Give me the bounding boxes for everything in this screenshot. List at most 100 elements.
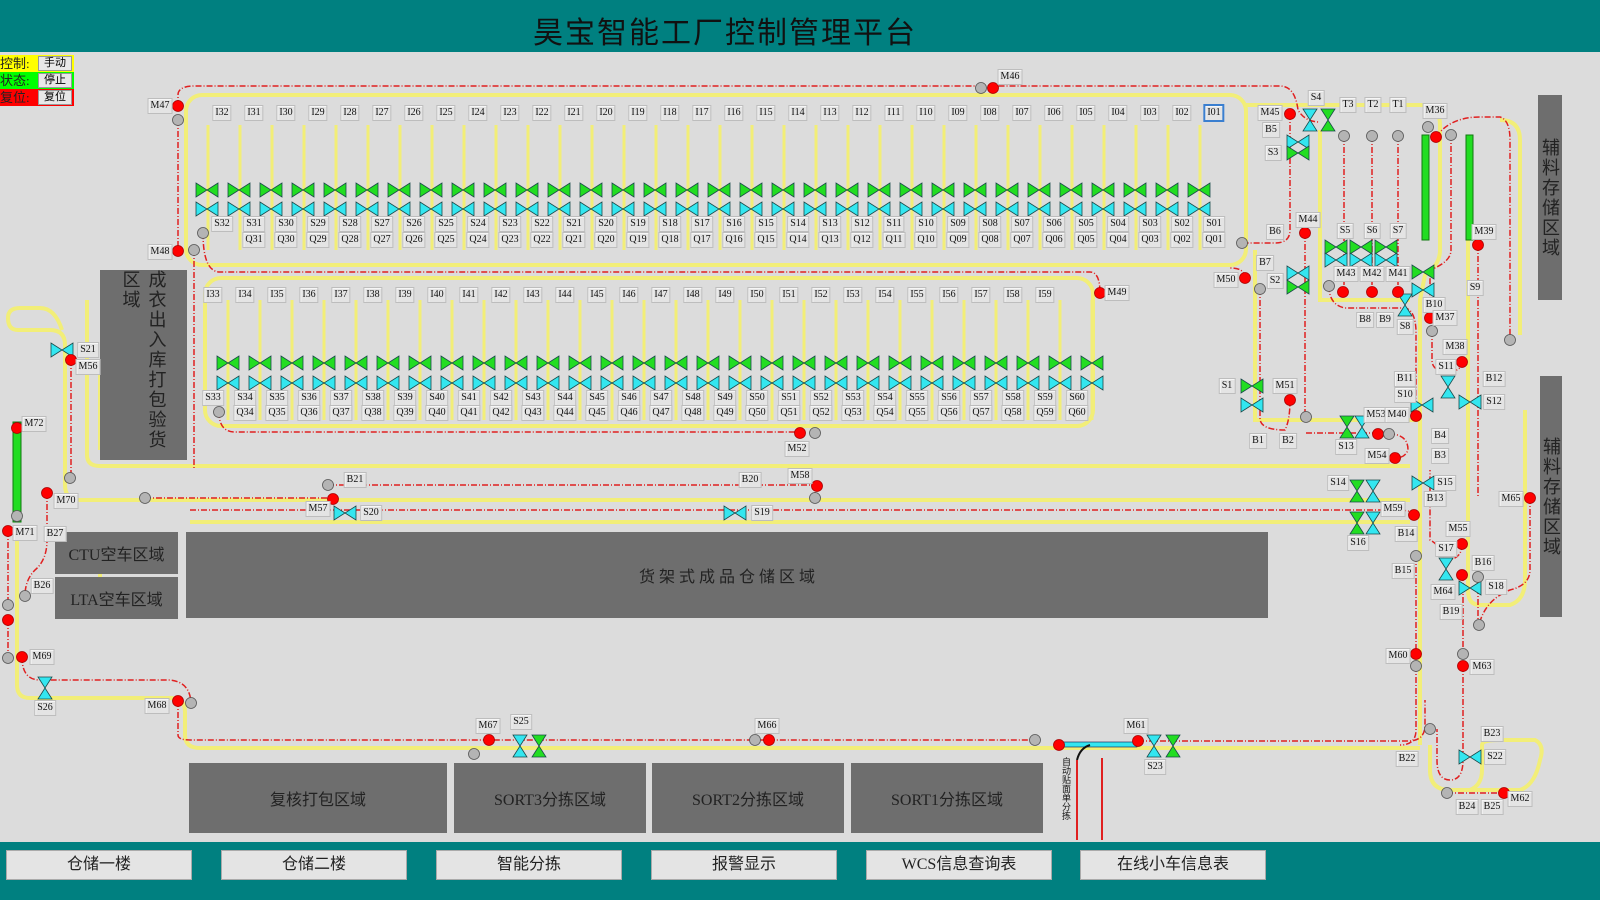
equipment-tag[interactable]: Q26 — [402, 232, 426, 248]
equipment-tag[interactable]: M42 — [1359, 266, 1385, 282]
sensor-indicator-icon[interactable] — [1254, 283, 1266, 295]
equipment-tag[interactable]: M59 — [1380, 501, 1406, 517]
equipment-tag[interactable]: Q20 — [594, 232, 618, 248]
equipment-tag[interactable]: Q15 — [754, 232, 778, 248]
sensor-indicator-icon[interactable] — [11, 510, 23, 522]
valve-icon[interactable] — [472, 355, 496, 371]
equipment-tag[interactable]: S20 — [360, 505, 382, 521]
valve-icon[interactable] — [867, 182, 891, 198]
equipment-tag[interactable]: M49 — [1104, 285, 1130, 301]
sensor-indicator-icon[interactable] — [1473, 619, 1485, 631]
equipment-tag[interactable]: S03 — [1139, 216, 1161, 232]
valve-icon[interactable] — [824, 375, 848, 391]
motor-indicator-icon[interactable] — [1337, 286, 1349, 298]
valve-icon[interactable] — [259, 182, 283, 198]
valve-icon[interactable] — [1339, 415, 1355, 439]
valve-icon[interactable] — [291, 201, 315, 217]
valve-icon[interactable] — [1349, 479, 1365, 503]
motor-indicator-icon[interactable] — [1430, 131, 1442, 143]
equipment-tag[interactable]: B27 — [43, 526, 67, 542]
sensor-indicator-icon[interactable] — [64, 472, 76, 484]
valve-icon[interactable] — [696, 375, 720, 391]
valve-icon[interactable] — [632, 355, 656, 371]
equipment-tag[interactable]: Q44 — [553, 405, 577, 421]
sensor-indicator-icon[interactable] — [1424, 723, 1436, 735]
sensor-indicator-icon[interactable] — [1300, 411, 1312, 423]
valve-icon[interactable] — [803, 201, 827, 217]
motor-indicator-icon[interactable] — [1410, 648, 1422, 660]
valve-icon[interactable] — [504, 355, 528, 371]
reset-button[interactable]: 复位 — [38, 90, 72, 105]
equipment-tag[interactable]: S21 — [563, 216, 585, 232]
valve-icon[interactable] — [1320, 108, 1336, 132]
valve-icon[interactable] — [216, 375, 240, 391]
sensor-indicator-icon[interactable] — [1445, 129, 1457, 141]
valve-icon[interactable] — [792, 355, 816, 371]
equipment-tag[interactable]: Q57 — [969, 405, 993, 421]
valve-icon[interactable] — [1324, 252, 1348, 268]
equipment-tag[interactable]: S11 — [1435, 359, 1457, 375]
equipment-tag[interactable]: I42 — [491, 287, 511, 303]
equipment-tag[interactable]: M43 — [1333, 266, 1359, 282]
sensor-indicator-icon[interactable] — [2, 599, 14, 611]
valve-icon[interactable] — [355, 201, 379, 217]
equipment-tag[interactable]: S19 — [751, 505, 773, 521]
motor-indicator-icon[interactable] — [1410, 410, 1422, 422]
equipment-tag[interactable]: B14 — [1394, 526, 1418, 542]
equipment-tag[interactable]: S36 — [298, 390, 320, 406]
equipment-tag[interactable]: I45 — [587, 287, 607, 303]
valve-icon[interactable] — [515, 201, 539, 217]
valve-icon[interactable] — [1349, 239, 1373, 255]
equipment-tag[interactable]: M36 — [1422, 103, 1448, 119]
equipment-tag[interactable]: I09 — [948, 105, 968, 121]
valve-icon[interactable] — [632, 375, 656, 391]
sensor-indicator-icon[interactable] — [197, 227, 209, 239]
valve-icon[interactable] — [355, 182, 379, 198]
nav-warehouse-floor2[interactable]: 仓储二楼 — [221, 850, 407, 880]
equipment-tag[interactable]: S58 — [1002, 390, 1024, 406]
equipment-tag[interactable]: S37 — [330, 390, 352, 406]
equipment-tag[interactable]: I01 — [1203, 104, 1225, 122]
equipment-tag[interactable]: I03 — [1140, 105, 1160, 121]
equipment-tag[interactable]: Q49 — [713, 405, 737, 421]
equipment-tag[interactable]: I15 — [756, 105, 776, 121]
equipment-tag[interactable]: M71 — [12, 525, 38, 541]
valve-icon[interactable] — [1165, 734, 1181, 758]
equipment-tag[interactable]: Q19 — [626, 232, 650, 248]
equipment-tag[interactable]: I04 — [1108, 105, 1128, 121]
sensor-indicator-icon[interactable] — [1392, 130, 1404, 142]
motor-indicator-icon[interactable] — [1456, 356, 1468, 368]
valve-icon[interactable] — [280, 355, 304, 371]
equipment-tag[interactable]: Q54 — [873, 405, 897, 421]
motor-indicator-icon[interactable] — [1457, 660, 1469, 672]
valve-icon[interactable] — [1016, 355, 1040, 371]
motor-indicator-icon[interactable] — [172, 695, 184, 707]
equipment-tag[interactable]: Q22 — [530, 232, 554, 248]
equipment-tag[interactable]: S29 — [307, 216, 329, 232]
valve-icon[interactable] — [643, 182, 667, 198]
equipment-tag[interactable]: I17 — [692, 105, 712, 121]
valve-icon[interactable] — [600, 355, 624, 371]
motor-indicator-icon[interactable] — [2, 614, 14, 626]
equipment-tag[interactable]: I38 — [363, 287, 383, 303]
equipment-tag[interactable]: I47 — [651, 287, 671, 303]
equipment-tag[interactable]: Q17 — [690, 232, 714, 248]
zone-aux-storage-2[interactable]: 辅料存储区域 — [1540, 376, 1562, 617]
sensor-indicator-icon[interactable] — [1236, 237, 1248, 249]
valve-icon[interactable] — [984, 355, 1008, 371]
motor-indicator-icon[interactable] — [41, 487, 53, 499]
equipment-tag[interactable]: B19 — [1439, 604, 1463, 620]
equipment-tag[interactable]: B24 — [1455, 799, 1479, 815]
equipment-tag[interactable]: S56 — [938, 390, 960, 406]
valve-icon[interactable] — [931, 201, 955, 217]
equipment-tag[interactable]: M47 — [147, 98, 173, 114]
valve-icon[interactable] — [547, 182, 571, 198]
equipment-tag[interactable]: M55 — [1445, 521, 1471, 537]
equipment-tag[interactable]: B22 — [1395, 751, 1419, 767]
equipment-tag[interactable]: M41 — [1385, 266, 1411, 282]
valve-icon[interactable] — [568, 375, 592, 391]
valve-icon[interactable] — [1155, 201, 1179, 217]
equipment-tag[interactable]: M46 — [997, 69, 1023, 85]
equipment-tag[interactable]: I29 — [308, 105, 328, 121]
valve-icon[interactable] — [835, 201, 859, 217]
